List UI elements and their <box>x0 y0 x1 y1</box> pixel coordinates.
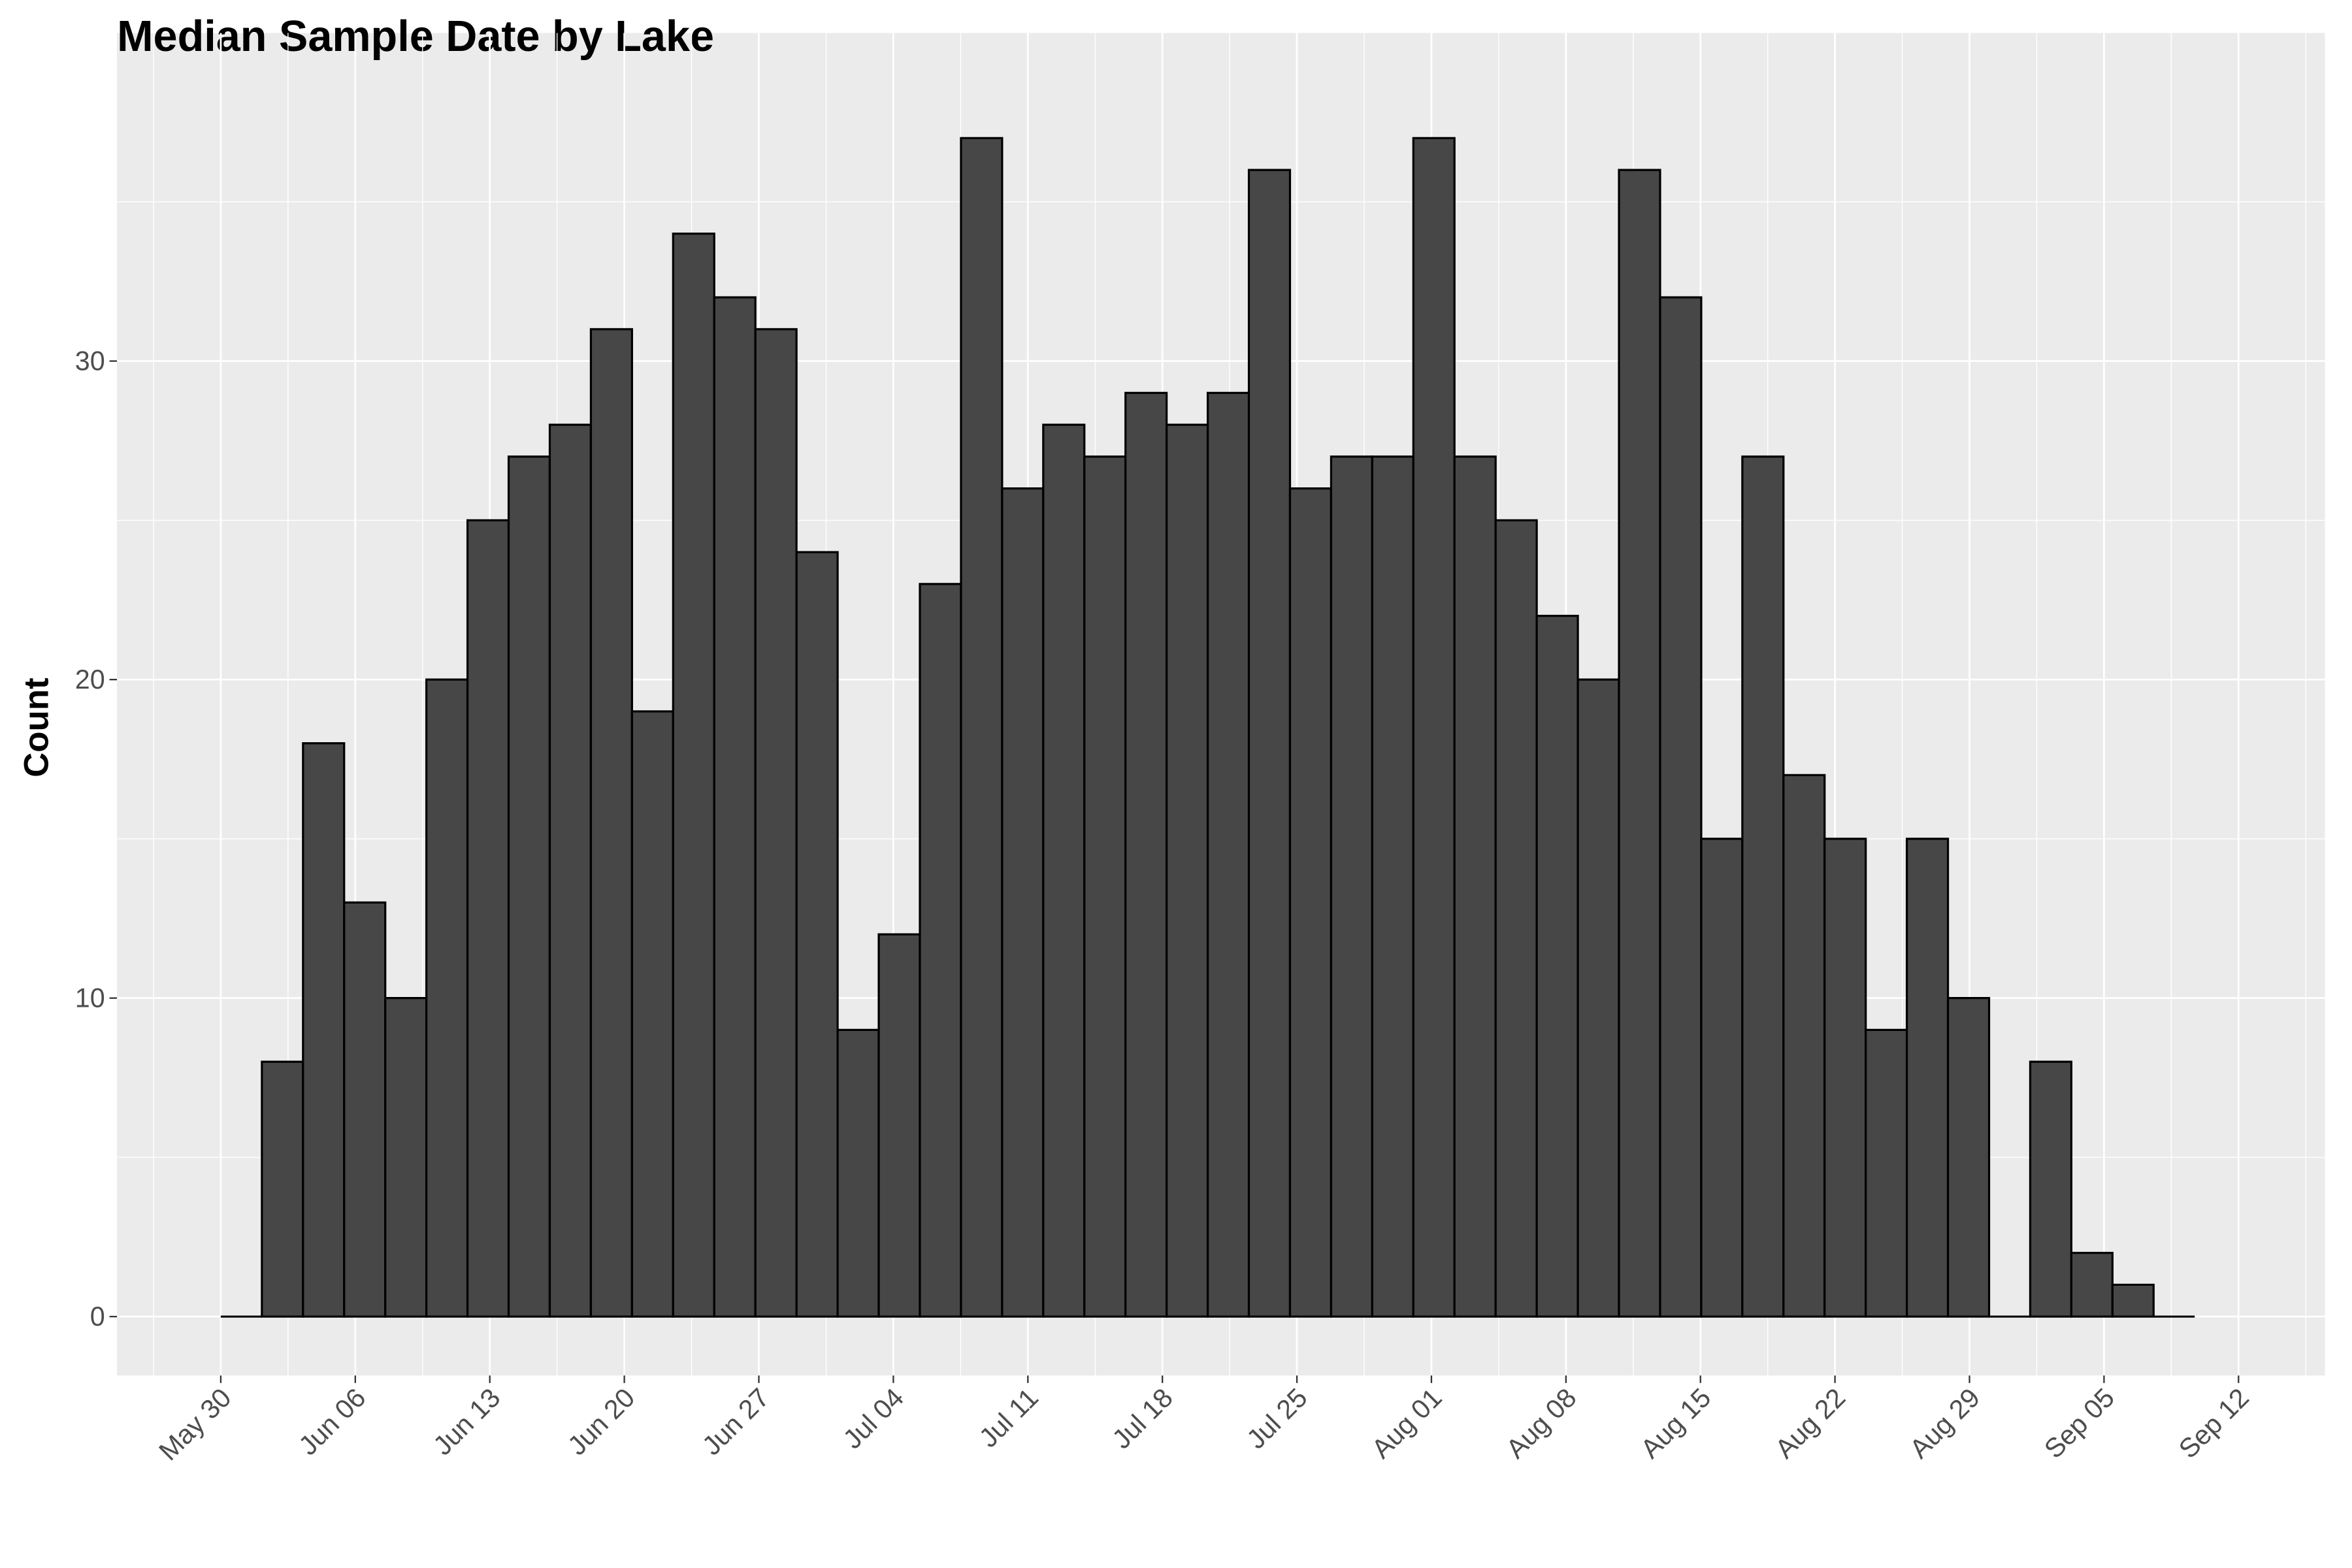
bar <box>630 710 674 1318</box>
y-tick-label: 10 <box>75 983 105 1013</box>
bar <box>384 997 428 1318</box>
bar <box>1865 1028 1908 1318</box>
bar <box>1001 487 1045 1318</box>
bar <box>1288 487 1333 1318</box>
bar <box>1371 455 1414 1318</box>
bar <box>1741 455 1785 1318</box>
y-tick-label: 20 <box>75 664 105 694</box>
y-tick-label: 30 <box>75 346 105 376</box>
bar <box>795 551 839 1318</box>
bar <box>1535 615 1579 1318</box>
bar <box>425 678 469 1318</box>
bar <box>343 901 387 1318</box>
bar <box>1412 137 1456 1318</box>
bar <box>2029 1060 2073 1318</box>
bar <box>1946 997 1991 1318</box>
bar <box>960 137 1004 1318</box>
bar <box>1247 169 1292 1318</box>
bar <box>589 328 633 1318</box>
bar <box>548 423 593 1318</box>
bar <box>754 328 798 1318</box>
bar <box>672 233 715 1318</box>
bar <box>1083 455 1127 1318</box>
bar <box>1124 391 1168 1318</box>
bar <box>466 519 510 1318</box>
bar <box>507 455 551 1318</box>
bar <box>261 1060 304 1318</box>
y-axis-label: Count <box>17 678 56 777</box>
bar <box>302 742 346 1318</box>
bar <box>1166 423 1209 1318</box>
bar <box>1906 838 1950 1318</box>
bar <box>1453 455 1497 1318</box>
bar <box>1782 774 1826 1318</box>
bar <box>1330 455 1373 1318</box>
bar <box>1494 519 1538 1318</box>
bar <box>877 933 921 1318</box>
bar <box>1659 296 1703 1318</box>
bar <box>1206 391 1250 1318</box>
bar <box>2111 1283 2155 1318</box>
bar <box>919 583 962 1318</box>
bar <box>1618 169 1661 1318</box>
bar <box>1576 678 1620 1318</box>
bar <box>836 1028 880 1318</box>
y-tick-label: 0 <box>90 1301 105 1331</box>
bar <box>2070 1252 2114 1318</box>
bar <box>1042 423 1086 1318</box>
bar <box>1700 838 1744 1318</box>
bar <box>1823 838 1867 1318</box>
chart-title: Median Sample Date by Lake <box>117 12 714 61</box>
bar <box>713 296 757 1318</box>
